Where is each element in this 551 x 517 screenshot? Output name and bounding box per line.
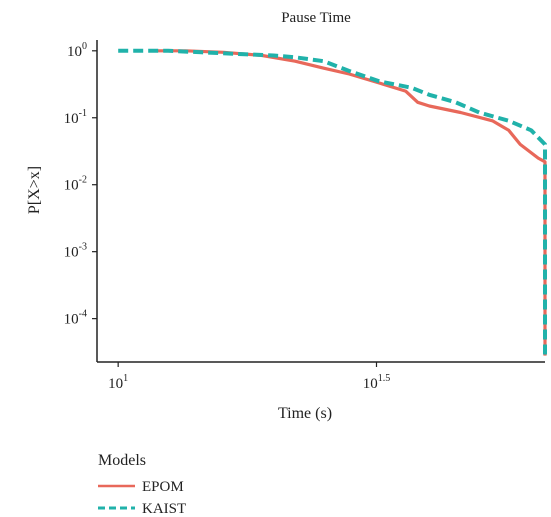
- y-axis-label: P[X>x]: [26, 166, 43, 214]
- x-axis-label: Time (s): [278, 405, 332, 422]
- legend-label-kaist: KAIST: [142, 501, 186, 517]
- y-tick-label: 100: [67, 41, 87, 60]
- series-line-kaist: [118, 48, 547, 358]
- y-tick-label: 10-3: [64, 242, 87, 261]
- y-tick-label: 10-2: [64, 175, 87, 194]
- chart-title: Pause Time: [281, 10, 351, 26]
- series-layer: [118, 48, 547, 358]
- legend-label-epom: EPOM: [142, 479, 184, 495]
- y-tick-label: 10-4: [64, 309, 87, 328]
- x-tick-label: 101: [108, 373, 128, 392]
- y-ticks: 100 10-1 10-2 10-3 10-4: [64, 41, 97, 328]
- series-line-epom: [149, 49, 547, 356]
- y-tick-label: 10-1: [64, 108, 87, 127]
- legend-items: EPOM KAIST: [98, 479, 186, 517]
- x-tick-label: 101.5: [363, 373, 391, 392]
- y-axis-label-group: P[X>x]: [26, 166, 43, 214]
- legend-title: Models: [98, 452, 146, 469]
